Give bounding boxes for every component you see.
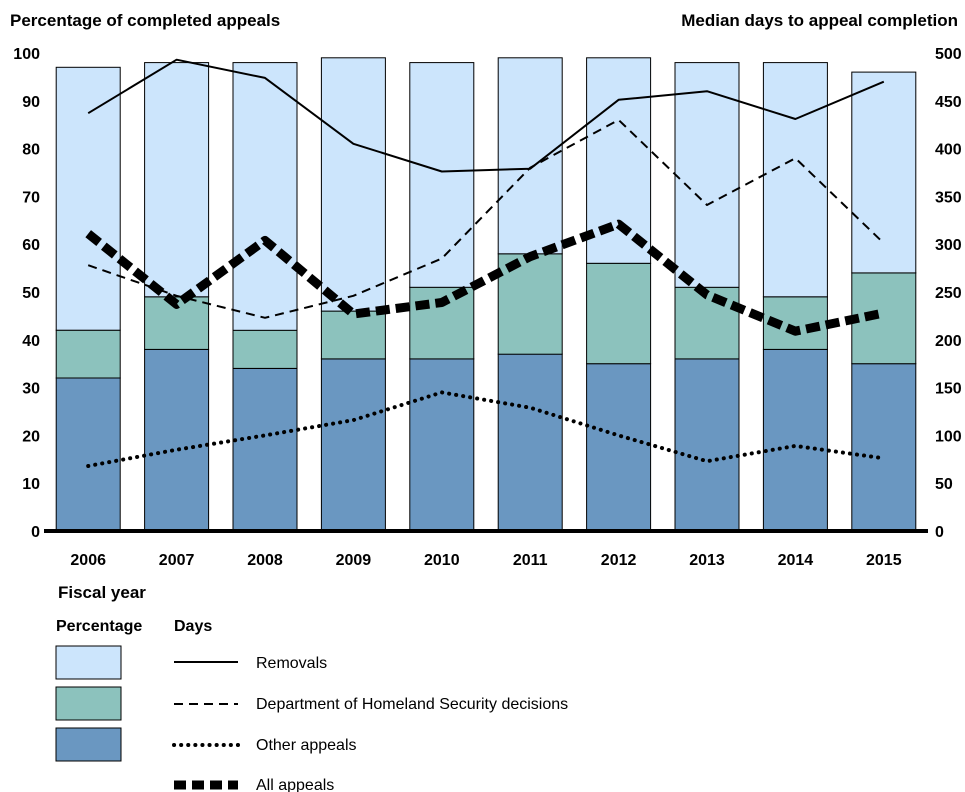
bar-2006-segment-1 bbox=[56, 330, 120, 378]
bar-2013-segment-2 bbox=[675, 63, 739, 288]
left-tick-100: 100 bbox=[13, 46, 40, 63]
bar-2007-segment-2 bbox=[145, 63, 209, 297]
left-tick-0: 0 bbox=[31, 524, 40, 541]
bar-2008-segment-0 bbox=[233, 369, 297, 532]
left-axis-title: Percentage of completed appeals bbox=[10, 11, 280, 30]
left-tick-50: 50 bbox=[22, 285, 40, 302]
legend-label-all: All appeals bbox=[256, 777, 334, 792]
x-tick-2012: 2012 bbox=[601, 552, 637, 569]
right-tick-350: 350 bbox=[935, 189, 962, 206]
right-tick-100: 100 bbox=[935, 428, 962, 445]
x-tick-2007: 2007 bbox=[159, 552, 195, 569]
bar-2010-segment-0 bbox=[410, 359, 474, 531]
right-tick-50: 50 bbox=[935, 476, 953, 493]
right-tick-250: 250 bbox=[935, 285, 962, 302]
legend-label-removals: Removals bbox=[256, 655, 327, 672]
x-axis-title: Fiscal year bbox=[58, 583, 146, 602]
right-tick-300: 300 bbox=[935, 237, 962, 254]
bar-2006-segment-2 bbox=[56, 67, 120, 330]
left-tick-70: 70 bbox=[22, 189, 40, 206]
bar-2015-segment-2 bbox=[852, 72, 916, 273]
bar-2009-segment-0 bbox=[321, 359, 385, 531]
bar-2013-segment-0 bbox=[675, 359, 739, 531]
bar-2011-segment-0 bbox=[498, 354, 562, 531]
left-tick-60: 60 bbox=[22, 237, 40, 254]
bar-2008-segment-2 bbox=[233, 63, 297, 331]
left-tick-30: 30 bbox=[22, 381, 40, 398]
left-tick-80: 80 bbox=[22, 142, 40, 159]
bar-2014-segment-2 bbox=[763, 63, 827, 297]
legend-swatch-removals bbox=[56, 646, 121, 679]
left-axis-ticks: 0 10 20 30 40 50 60 70 80 90 100 bbox=[13, 46, 40, 541]
left-tick-90: 90 bbox=[22, 94, 40, 111]
bar-2008-segment-1 bbox=[233, 330, 297, 368]
legend-label-other: Other appeals bbox=[256, 737, 357, 754]
legend-label-dhs: Department of Homeland Security decision… bbox=[256, 696, 568, 713]
x-axis-ticks: 2006 2007 2008 2009 2010 2011 2012 2013 2014 2015 bbox=[70, 552, 901, 569]
legend-days-heading: Days bbox=[174, 618, 212, 635]
x-tick-2010: 2010 bbox=[424, 552, 460, 569]
left-tick-40: 40 bbox=[22, 333, 40, 350]
left-tick-10: 10 bbox=[22, 476, 40, 493]
right-tick-200: 200 bbox=[935, 333, 962, 350]
right-tick-0: 0 bbox=[935, 524, 944, 541]
x-tick-2011: 2011 bbox=[513, 552, 548, 569]
x-tick-2008: 2008 bbox=[247, 552, 283, 569]
bar-2012-segment-2 bbox=[587, 58, 651, 263]
right-axis-title: Median days to appeal completion bbox=[681, 11, 958, 30]
x-tick-2013: 2013 bbox=[689, 552, 725, 569]
bar-2015-segment-0 bbox=[852, 364, 916, 531]
bar-2015-segment-1 bbox=[852, 273, 916, 364]
bar-2012-segment-0 bbox=[587, 364, 651, 531]
bar-2009-segment-1 bbox=[321, 311, 385, 359]
left-tick-20: 20 bbox=[22, 428, 40, 445]
right-tick-500: 500 bbox=[935, 46, 962, 63]
bar-2010-segment-2 bbox=[410, 63, 474, 288]
right-tick-400: 400 bbox=[935, 142, 962, 159]
bar-2012-segment-1 bbox=[587, 263, 651, 363]
bar-2013-segment-1 bbox=[675, 287, 739, 359]
right-axis-ticks: 0 50 100 150 200 250 300 350 400 450 500 bbox=[935, 46, 962, 541]
bar-2009-segment-2 bbox=[321, 58, 385, 311]
x-tick-2006: 2006 bbox=[70, 552, 106, 569]
right-tick-450: 450 bbox=[935, 94, 962, 111]
legend-percentage-heading: Percentage bbox=[56, 618, 142, 635]
bar-2014-segment-0 bbox=[763, 349, 827, 531]
bar-2006-segment-0 bbox=[56, 378, 120, 531]
legend-swatch-dhs bbox=[56, 687, 121, 720]
legend-swatch-other bbox=[56, 728, 121, 761]
x-tick-2009: 2009 bbox=[336, 552, 372, 569]
bar-2007-segment-0 bbox=[145, 349, 209, 531]
right-tick-150: 150 bbox=[935, 381, 962, 398]
x-tick-2015: 2015 bbox=[866, 552, 902, 569]
x-tick-2014: 2014 bbox=[778, 552, 814, 569]
bar-2011-segment-2 bbox=[498, 58, 562, 254]
